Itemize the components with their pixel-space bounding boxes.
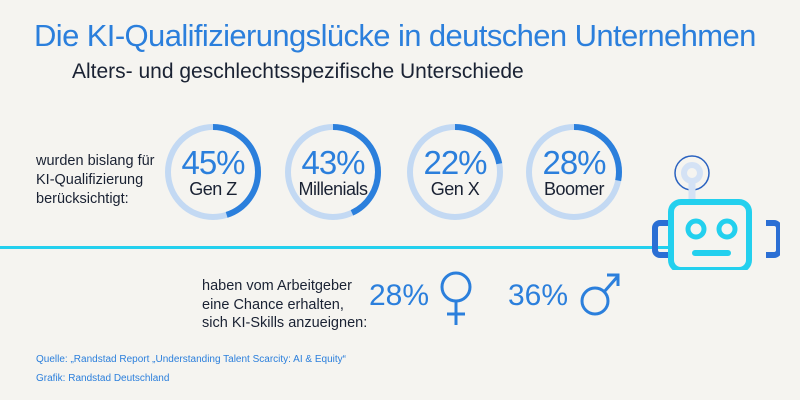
donut-arc-Millenials xyxy=(285,124,381,220)
label-line: sich KI-Skills anzueignen: xyxy=(202,315,368,331)
credit-line: Grafik: Randstad Deutschland xyxy=(36,373,170,384)
donut-arc-Boomer xyxy=(526,124,622,220)
label-line: berücksichtigt: xyxy=(36,191,129,207)
donut-section-label: wurden bislang für KI-Qualifizierung ber… xyxy=(36,152,155,209)
gender-section-label: haben vom Arbeitgeber eine Chance erhalt… xyxy=(202,277,367,333)
donut-arc-Gen X xyxy=(407,124,503,220)
donut-0: 45% Gen Z xyxy=(163,122,263,222)
label-line: KI-Qualifizierung xyxy=(36,172,144,188)
donut-category: Gen Z xyxy=(189,179,237,199)
female-symbol-icon xyxy=(440,271,472,325)
label-line: haben vom Arbeitgeber xyxy=(202,278,352,294)
donut-1: 43% Millenials xyxy=(283,122,383,222)
source-line: Quelle: „Randstad Report „Understanding … xyxy=(36,354,346,365)
male-value: 36% xyxy=(508,279,569,312)
page-title: Die KI-Qualifizierungslücke in deutschen… xyxy=(34,18,756,53)
donut-value: 22% xyxy=(423,144,487,181)
page-subtitle: Alters- und geschlechtsspezifische Unter… xyxy=(72,60,524,83)
donut-arc-Gen Z xyxy=(165,124,261,220)
donut-3: 28% Boomer xyxy=(524,122,624,222)
donut-category: Gen X xyxy=(430,179,480,199)
source-note: Quelle: „Randstad Report „Understanding … xyxy=(36,350,346,388)
female-value: 28% xyxy=(369,279,430,312)
donut-value: 28% xyxy=(542,144,606,181)
donut-value: 43% xyxy=(301,144,365,181)
donut-value: 45% xyxy=(181,144,245,181)
donut-category: Millenials xyxy=(298,179,368,199)
male-symbol-icon xyxy=(580,273,620,316)
divider-line xyxy=(0,246,668,249)
label-line: eine Chance erhalten, xyxy=(202,296,344,313)
label-line: wurden bislang für xyxy=(36,153,155,169)
donut-2: 22% Gen X xyxy=(405,122,505,222)
robot-icon xyxy=(652,155,780,270)
donut-category: Boomer xyxy=(543,179,605,199)
